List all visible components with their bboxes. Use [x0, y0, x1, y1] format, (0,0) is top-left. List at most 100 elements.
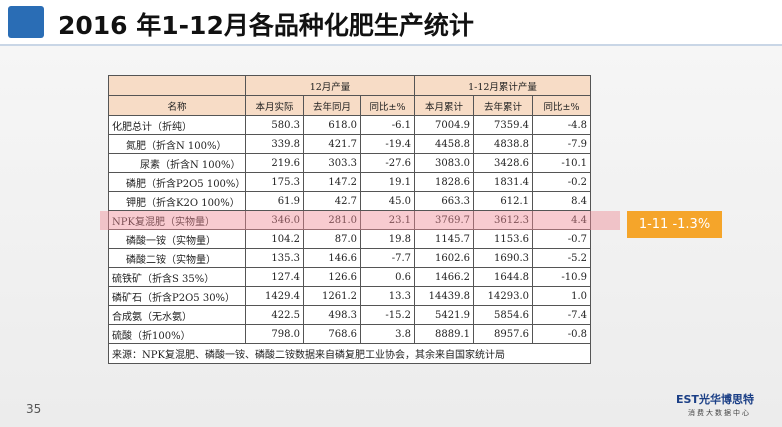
value-cell: -15.2: [359, 305, 416, 325]
table-row: 磷矿石（折含P2O5 30%） 1429.4 1261.2 13.3 14439.8 14…: [108, 286, 592, 306]
value-cell: 3.8: [359, 324, 416, 344]
group-header-row: 12月产量 1-12月累计产量: [108, 75, 592, 96]
value-cell: 147.2: [303, 172, 361, 192]
row-highlight: [100, 211, 620, 230]
value-cell: 61.9: [245, 191, 304, 211]
name-cell: 磷矿石（折含P2O5 30%）: [108, 286, 246, 306]
value-cell: 45.0: [359, 191, 416, 211]
value-cell: 1644.8: [473, 267, 534, 287]
name-cell: 尿素（折含N 100%）: [108, 153, 246, 173]
value-cell: -0.2: [532, 172, 592, 192]
value-cell: 663.3: [414, 191, 475, 211]
value-cell: 1145.7: [414, 229, 475, 249]
name-cell: 氮肥（折含N 100%）: [108, 134, 246, 154]
value-cell: 5854.6: [473, 305, 534, 325]
value-cell: 421.7: [303, 134, 361, 154]
footnote: 来源：NPK复混肥、磷酸一铵、磷酸二铵数据来自磷复肥工业协会，其余来自国家统计局: [107, 343, 592, 364]
name-cell: 硫铁矿（折含S 35%）: [108, 267, 246, 287]
table-row: 尿素（折含N 100%） 219.6 303.3 -27.6 3083.0 3428.6-…: [108, 153, 592, 173]
value-cell: 8.4: [532, 191, 592, 211]
value-cell: 1831.4: [473, 172, 534, 192]
table-body: 化肥总计（折纯） 580.3 618.0 -6.1 7004.9 7359.4 -4.8 氮肥…: [107, 115, 592, 364]
name-cell: 合成氨（无水氨）: [108, 305, 246, 325]
logo-name: EST光华博思特: [676, 393, 754, 406]
value-cell: 1828.6: [414, 172, 475, 192]
table-row: 合成氨（无水氨） 422.5 498.3 -15.2 5421.9 5854.6 -7.4: [108, 305, 592, 325]
value-cell: 8957.6: [473, 324, 534, 344]
value-cell: 1466.2: [414, 267, 475, 287]
value-cell: 0.6: [359, 267, 416, 287]
value-cell: 8889.1: [414, 324, 475, 344]
footnote-row: 来源：NPK复混肥、磷酸一铵、磷酸二铵数据来自磷复肥工业协会，其余来自国家统计局: [107, 343, 592, 364]
column-header-row: 名称 本月实际 去年同月 同比±% 本月累计 去年累计 同比±%: [108, 95, 592, 116]
name-cell: 磷酸二铵（实物量）: [108, 248, 246, 268]
header-cell: [108, 75, 246, 96]
value-cell: 612.1: [473, 191, 534, 211]
value-cell: 42.7: [303, 191, 361, 211]
value-cell: -0.8: [532, 324, 592, 344]
name-cell: 硫酸（折100%）: [108, 324, 246, 344]
value-cell: 87.0: [303, 229, 361, 249]
title-bar: 2016 年1-12月各品种化肥生产统计: [0, 0, 782, 46]
value-cell: -6.1: [359, 115, 416, 135]
value-cell: -10.1: [532, 153, 592, 173]
value-cell: 1429.4: [245, 286, 304, 306]
table-row: 化肥总计（折纯） 580.3 618.0 -6.1 7004.9 7359.4 -4.8: [108, 115, 592, 135]
value-cell: 14293.0: [473, 286, 534, 306]
value-cell: -4.8: [532, 115, 592, 135]
value-cell: 618.0: [303, 115, 361, 135]
table-row: 磷酸一铵（实物量） 104.2 87.0 19.8 1145.7 1153.6 -0.7: [108, 229, 592, 249]
table-row: 硫酸（折100%） 798.0 768.6 3.8 8889.1 8957.6 -0.8: [108, 324, 592, 344]
page-number: 35: [26, 402, 42, 416]
value-cell: 4458.8: [414, 134, 475, 154]
value-cell: 580.3: [245, 115, 304, 135]
name-cell: 磷酸一铵（实物量）: [108, 229, 246, 249]
group-header: 12月产量: [244, 75, 416, 96]
table-row: 磷酸二铵（实物量） 135.3 146.6 -7.7 1602.6 1690.3 -5.2: [108, 248, 592, 268]
column-header: 同比±%: [359, 95, 416, 116]
value-cell: 126.6: [303, 267, 361, 287]
value-cell: 13.3: [359, 286, 416, 306]
value-cell: -5.2: [532, 248, 592, 268]
value-cell: 5421.9: [414, 305, 475, 325]
column-header: 同比±%: [532, 95, 592, 116]
name-cell: 钾肥（折含K2O 100%）: [108, 191, 246, 211]
value-cell: 3428.6: [473, 153, 534, 173]
value-cell: 1.0: [532, 286, 592, 306]
value-cell: 219.6: [245, 153, 304, 173]
value-cell: 303.3: [303, 153, 361, 173]
value-cell: -7.7: [359, 248, 416, 268]
value-cell: 7359.4: [473, 115, 534, 135]
value-cell: 422.5: [245, 305, 304, 325]
table-row: 磷肥（折含P2O5 100%） 175.3 147.2 19.1 1828.6 1831.…: [108, 172, 592, 192]
value-cell: 1602.6: [414, 248, 475, 268]
value-cell: 146.6: [303, 248, 361, 268]
value-cell: 768.6: [303, 324, 361, 344]
callout: 1-11 -1.3%: [627, 211, 722, 238]
value-cell: -27.6: [359, 153, 416, 173]
column-header: 本月实际: [245, 95, 304, 116]
value-cell: 175.3: [245, 172, 304, 192]
value-cell: 7004.9: [414, 115, 475, 135]
name-cell: 化肥总计（折纯）: [108, 115, 246, 135]
value-cell: 1153.6: [473, 229, 534, 249]
data-table: 12月产量 1-12月累计产量 名称 本月实际 去年同月 同比±% 本月累计 去年累计 同比…: [107, 75, 592, 364]
logo-icon: [8, 6, 44, 38]
value-cell: 4838.8: [473, 134, 534, 154]
column-header: 去年同月: [303, 95, 361, 116]
logo-subtitle: 消费大数据中心: [688, 409, 751, 417]
table-row: NPK复混肥（实物量） 346.0 281.0 23.1 3769.7 3612.3 4.4: [108, 210, 592, 230]
table-row: 硫铁矿（折含S 35%） 127.4 126.6 0.6 1466.2 1644.8 -10…: [108, 267, 592, 287]
value-cell: 1690.3: [473, 248, 534, 268]
value-cell: 3083.0: [414, 153, 475, 173]
table-row: 钾肥（折含K2O 100%） 61.9 42.7 45.0 663.3 612.1 8.4: [108, 191, 592, 211]
slide-title: 2016 年1-12月各品种化肥生产统计: [58, 11, 474, 40]
table-row: 氮肥（折含N 100%） 339.8 421.7 -19.4 4458.8 4838.8-…: [108, 134, 592, 154]
value-cell: 135.3: [245, 248, 304, 268]
value-cell: 498.3: [303, 305, 361, 325]
value-cell: 14439.8: [414, 286, 475, 306]
value-cell: -0.7: [532, 229, 592, 249]
value-cell: -7.4: [532, 305, 592, 325]
value-cell: 19.8: [359, 229, 416, 249]
column-header: 去年累计: [473, 95, 534, 116]
